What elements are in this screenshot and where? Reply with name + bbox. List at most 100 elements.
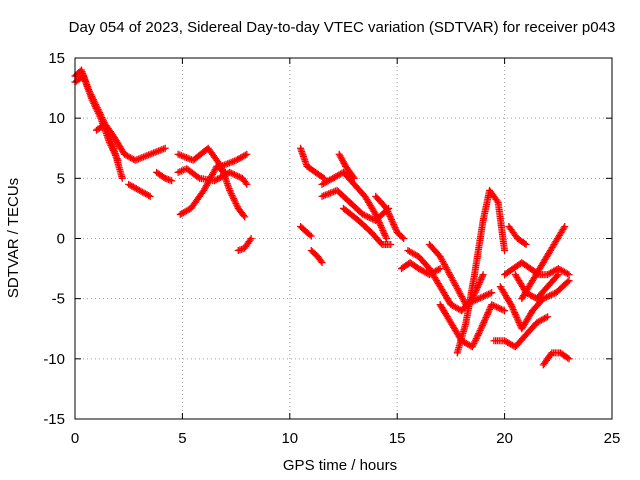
- data-point: [145, 151, 153, 159]
- data-point: [472, 336, 480, 344]
- data-point: [319, 173, 327, 181]
- data-point: [509, 305, 517, 313]
- data-point: [148, 150, 156, 158]
- data-point: [473, 333, 481, 341]
- data-point: [387, 241, 395, 249]
- data-point: [133, 156, 141, 164]
- x-tick-label: 20: [496, 430, 513, 447]
- data-point: [318, 192, 326, 200]
- data-point: [177, 152, 185, 160]
- data-point: [485, 307, 493, 315]
- data-points: [71, 66, 573, 369]
- data-point: [400, 235, 408, 242]
- data-point: [508, 304, 516, 312]
- data-point: [230, 171, 238, 179]
- data-point: [96, 113, 104, 121]
- data-point: [539, 295, 547, 303]
- data-point: [478, 322, 486, 330]
- data-point: [372, 210, 380, 218]
- data-point: [320, 192, 328, 200]
- data-point: [541, 294, 549, 302]
- data-point: [231, 198, 239, 206]
- data-point: [389, 219, 397, 227]
- data-point: [382, 233, 390, 241]
- data-point: [478, 293, 486, 301]
- series-arc-12: [297, 222, 315, 240]
- data-point: [469, 341, 477, 349]
- data-point: [473, 295, 481, 303]
- data-point: [382, 204, 390, 212]
- data-point: [511, 310, 519, 318]
- series-arc-1: [71, 66, 126, 182]
- data-point: [134, 155, 142, 163]
- data-point: [176, 151, 184, 159]
- data-point: [479, 320, 487, 328]
- data-point: [380, 230, 388, 238]
- data-point: [194, 173, 202, 181]
- data-point: [435, 265, 443, 273]
- data-point: [151, 148, 159, 156]
- data-point: [349, 173, 357, 181]
- data-point: [549, 290, 557, 298]
- data-point: [371, 209, 379, 217]
- data-point: [387, 216, 395, 224]
- y-tick-label: 10: [48, 110, 65, 127]
- data-point: [338, 155, 346, 163]
- data-point: [471, 338, 479, 346]
- data-point: [387, 214, 395, 222]
- data-point: [436, 265, 444, 273]
- data-point: [385, 209, 393, 217]
- data-point: [478, 323, 486, 331]
- data-point: [390, 220, 398, 228]
- data-point: [131, 156, 139, 164]
- data-point: [391, 224, 399, 232]
- data-point: [323, 190, 331, 198]
- data-point: [307, 232, 315, 240]
- data-point: [546, 292, 554, 300]
- series-arc-29: [518, 222, 569, 303]
- data-point: [476, 326, 484, 334]
- data-point: [390, 222, 398, 230]
- data-point: [476, 279, 484, 287]
- data-point: [89, 98, 97, 106]
- data-point: [481, 317, 489, 325]
- data-point: [484, 290, 492, 298]
- series-arc-22: [436, 301, 509, 351]
- data-point: [230, 195, 238, 203]
- data-point: [478, 272, 486, 280]
- data-point: [91, 103, 99, 111]
- data-point: [484, 309, 492, 317]
- data-point: [501, 307, 509, 315]
- data-point: [488, 289, 496, 297]
- data-point: [136, 154, 144, 162]
- data-point: [468, 343, 476, 351]
- data-point: [88, 96, 96, 104]
- data-point: [179, 152, 187, 160]
- series-arc-18: [372, 192, 408, 242]
- data-point: [161, 144, 169, 152]
- data-point: [233, 201, 241, 209]
- y-tick-label: 15: [48, 50, 65, 67]
- data-point: [392, 225, 400, 233]
- data-point: [325, 190, 333, 198]
- data-point: [93, 106, 101, 114]
- series-arc-24: [490, 313, 552, 351]
- data-point: [474, 331, 482, 339]
- data-point: [493, 197, 501, 205]
- data-point: [385, 211, 393, 219]
- data-point: [150, 149, 158, 157]
- data-point: [156, 146, 164, 154]
- data-point: [547, 291, 555, 299]
- data-point: [477, 275, 485, 283]
- data-point: [350, 174, 358, 182]
- series-arc-25: [496, 277, 573, 333]
- y-tick-label: -10: [43, 351, 65, 368]
- data-point: [110, 148, 118, 156]
- data-point: [235, 173, 243, 181]
- data-point: [542, 293, 550, 301]
- data-point: [508, 302, 516, 310]
- axis-ticks: [74, 57, 613, 420]
- data-point: [240, 211, 248, 219]
- data-point: [109, 146, 117, 154]
- data-point: [145, 192, 153, 200]
